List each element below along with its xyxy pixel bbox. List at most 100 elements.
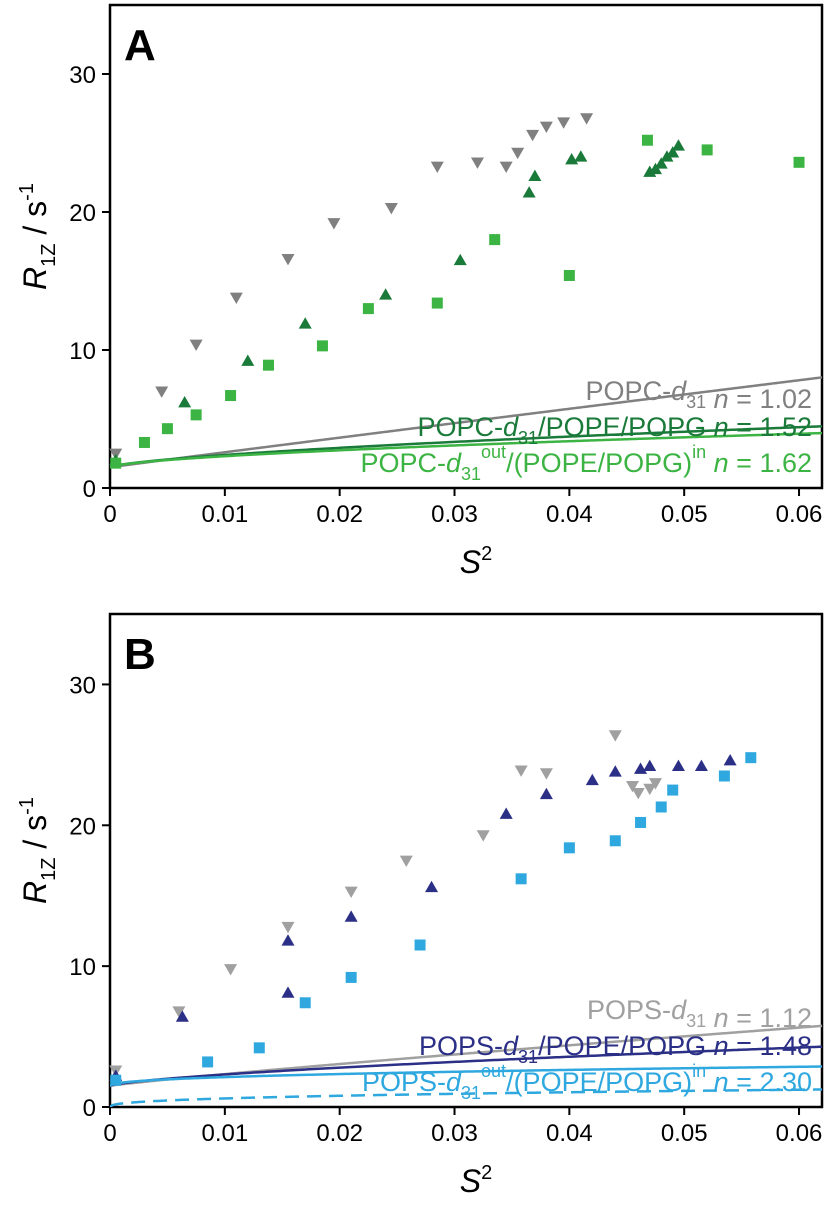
legend-entry: POPS-d31 n = 1.12 bbox=[587, 995, 812, 1033]
data-point-square bbox=[431, 297, 443, 309]
legend-entry: POPS-d31out/(POPE/POPG)in n = 2.30 bbox=[362, 1061, 812, 1103]
data-point-triangle-down bbox=[526, 129, 540, 142]
data-point-triangle-down bbox=[514, 765, 528, 777]
data-point-square bbox=[718, 770, 730, 782]
data-point-triangle-up bbox=[499, 807, 513, 819]
data-point-triangle-up bbox=[425, 880, 439, 893]
data-point-triangle-down bbox=[499, 161, 513, 173]
data-point-triangle-up bbox=[671, 139, 685, 151]
data-point-triangle-down bbox=[643, 783, 657, 796]
data-point-square bbox=[190, 409, 202, 421]
data-point-triangle-down bbox=[539, 768, 553, 780]
y-tick-label: 0 bbox=[83, 1095, 96, 1122]
data-point-square bbox=[110, 1074, 122, 1086]
fit-curve bbox=[110, 1065, 822, 1087]
data-point-square bbox=[414, 939, 426, 951]
data-point-triangle-down bbox=[580, 113, 594, 125]
x-tick-label: 0.03 bbox=[431, 501, 478, 528]
fit-curve bbox=[110, 1045, 822, 1088]
data-point-triangle-down bbox=[327, 218, 341, 230]
legend-entry: POPC-d31 n = 1.02 bbox=[586, 376, 812, 414]
fit-curve-dashed bbox=[110, 1088, 822, 1107]
data-point-square bbox=[609, 835, 621, 847]
data-point-triangle-down bbox=[281, 254, 295, 266]
data-point-square bbox=[345, 971, 357, 983]
data-point-square bbox=[515, 873, 527, 885]
data-point-triangle-down bbox=[430, 161, 444, 173]
data-point-triangle-up bbox=[281, 986, 295, 998]
data-point-triangle-up bbox=[241, 354, 255, 366]
x-tick-label: 0.04 bbox=[546, 501, 593, 528]
x-tick-label: 0.02 bbox=[316, 1120, 363, 1147]
plot-frame bbox=[108, 3, 824, 490]
chart-panel-a: A 0 0.01 0.02 0.03 0.04 0.05 0.06 0 10 20 30 S2 R1Z /… bbox=[16, 3, 824, 580]
data-point-triangle-up bbox=[344, 910, 358, 922]
y-tick-label: 10 bbox=[69, 338, 96, 365]
y-tick-label: 10 bbox=[69, 954, 96, 981]
panel-label: A bbox=[124, 21, 156, 70]
data-point-triangle-up bbox=[281, 934, 295, 946]
data-point-triangle-up bbox=[298, 317, 312, 329]
x-tick-label: 0.06 bbox=[776, 1120, 823, 1147]
plot-frame bbox=[108, 612, 824, 1109]
data-point-triangle-up bbox=[654, 157, 668, 169]
fit-curve bbox=[110, 376, 822, 469]
data-point-triangle-up bbox=[608, 765, 622, 777]
data-point-square bbox=[138, 436, 150, 448]
panel-label: B bbox=[124, 630, 156, 679]
data-point-square bbox=[202, 1056, 214, 1068]
x-tick-label: 0.05 bbox=[661, 1120, 708, 1147]
data-point-square bbox=[701, 144, 713, 156]
y-axis-label: R1Z / s-1 bbox=[16, 797, 60, 904]
data-point-triangle-up bbox=[175, 1010, 189, 1022]
y-tick-label: 20 bbox=[69, 813, 96, 840]
data-point-triangle-down bbox=[626, 780, 640, 793]
data-point-triangle-down bbox=[539, 121, 553, 133]
data-point-square bbox=[161, 423, 173, 435]
data-point-triangle-down bbox=[399, 855, 413, 867]
fit-curve bbox=[110, 431, 822, 469]
chart-panel-b: B 0 0.01 0.02 0.03 0.04 0.05 0.06 0 10 20 30 S2 R1Z /… bbox=[16, 612, 824, 1199]
y-tick-label: 30 bbox=[69, 62, 96, 89]
data-point-triangle-up bbox=[694, 759, 708, 772]
data-point-square bbox=[262, 359, 274, 371]
x-tick-label: 0.01 bbox=[201, 501, 248, 528]
data-point-triangle-up bbox=[522, 186, 536, 198]
x-axis-label: S2 bbox=[460, 543, 492, 580]
data-point-square bbox=[563, 842, 575, 854]
data-point-triangle-down bbox=[172, 1006, 186, 1018]
data-point-triangle-down bbox=[189, 339, 203, 351]
data-point-square bbox=[316, 340, 328, 352]
x-axis-label: S2 bbox=[460, 1162, 492, 1199]
data-point-square bbox=[489, 234, 501, 246]
data-point-square bbox=[110, 457, 122, 469]
data-point-square bbox=[635, 816, 647, 828]
data-point-triangle-down bbox=[229, 292, 243, 305]
legend-entry: POPS-d31/POPE/POPG n = 1.48 bbox=[419, 1031, 812, 1067]
data-point-triangle-down bbox=[557, 117, 571, 129]
x-tick-label: 0 bbox=[103, 1120, 116, 1147]
data-point-square bbox=[362, 303, 374, 315]
data-point-triangle-up bbox=[574, 150, 588, 162]
x-tick-label: 0.06 bbox=[776, 501, 823, 528]
y-tick-label: 30 bbox=[69, 672, 96, 699]
data-point-triangle-up bbox=[453, 253, 467, 266]
fit-curve bbox=[110, 425, 822, 469]
data-point-square bbox=[667, 784, 679, 796]
data-point-square bbox=[299, 997, 311, 1009]
x-tick-label: 0.03 bbox=[431, 1120, 478, 1147]
y-axis-label: R1Z / s-1 bbox=[16, 183, 60, 290]
data-point-triangle-down bbox=[511, 147, 525, 160]
data-point-square bbox=[745, 752, 757, 764]
data-point-triangle-up bbox=[528, 169, 542, 181]
data-point-triangle-up bbox=[539, 787, 553, 800]
data-point-triangle-down bbox=[281, 921, 295, 934]
data-point-square bbox=[225, 390, 237, 402]
data-point-square bbox=[563, 269, 575, 281]
data-point-triangle-down bbox=[155, 386, 169, 398]
data-point-triangle-up bbox=[379, 288, 393, 300]
x-tick-label: 0.01 bbox=[201, 1120, 248, 1147]
data-point-triangle-down bbox=[608, 730, 622, 742]
x-tick-label: 0 bbox=[103, 501, 116, 528]
